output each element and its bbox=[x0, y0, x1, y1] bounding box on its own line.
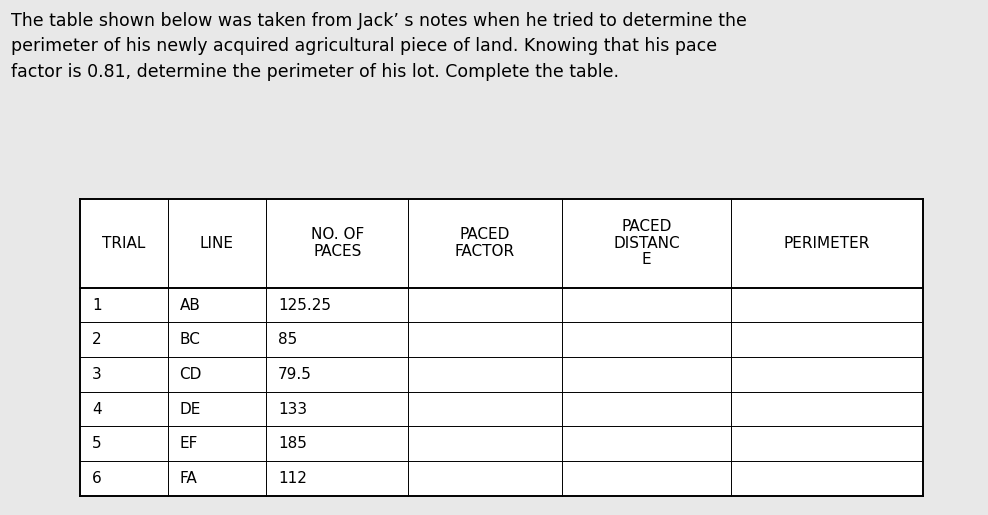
Text: 125.25: 125.25 bbox=[278, 298, 331, 313]
Text: PERIMETER: PERIMETER bbox=[783, 236, 870, 251]
Text: 79.5: 79.5 bbox=[278, 367, 312, 382]
Text: 112: 112 bbox=[278, 471, 307, 486]
Text: 5: 5 bbox=[92, 436, 102, 451]
Text: 6: 6 bbox=[92, 471, 102, 486]
Text: CD: CD bbox=[180, 367, 202, 382]
Text: 1: 1 bbox=[92, 298, 102, 313]
Text: BC: BC bbox=[180, 332, 201, 347]
Text: TRIAL: TRIAL bbox=[103, 236, 145, 251]
Text: FA: FA bbox=[180, 471, 198, 486]
Text: DE: DE bbox=[180, 402, 201, 417]
Text: 4: 4 bbox=[92, 402, 102, 417]
Text: 3: 3 bbox=[92, 367, 102, 382]
Text: 185: 185 bbox=[278, 436, 307, 451]
Text: 2: 2 bbox=[92, 332, 102, 347]
Text: NO. OF
PACES: NO. OF PACES bbox=[310, 227, 364, 259]
Text: 133: 133 bbox=[278, 402, 307, 417]
Text: EF: EF bbox=[180, 436, 198, 451]
Text: PACED
FACTOR: PACED FACTOR bbox=[454, 227, 515, 259]
Text: PACED
DISTANC
E: PACED DISTANC E bbox=[613, 219, 680, 267]
Text: AB: AB bbox=[180, 298, 201, 313]
Text: 85: 85 bbox=[278, 332, 297, 347]
Text: The table shown below was taken from Jack’ s notes when he tried to determine th: The table shown below was taken from Jac… bbox=[11, 12, 747, 81]
Text: LINE: LINE bbox=[200, 236, 234, 251]
